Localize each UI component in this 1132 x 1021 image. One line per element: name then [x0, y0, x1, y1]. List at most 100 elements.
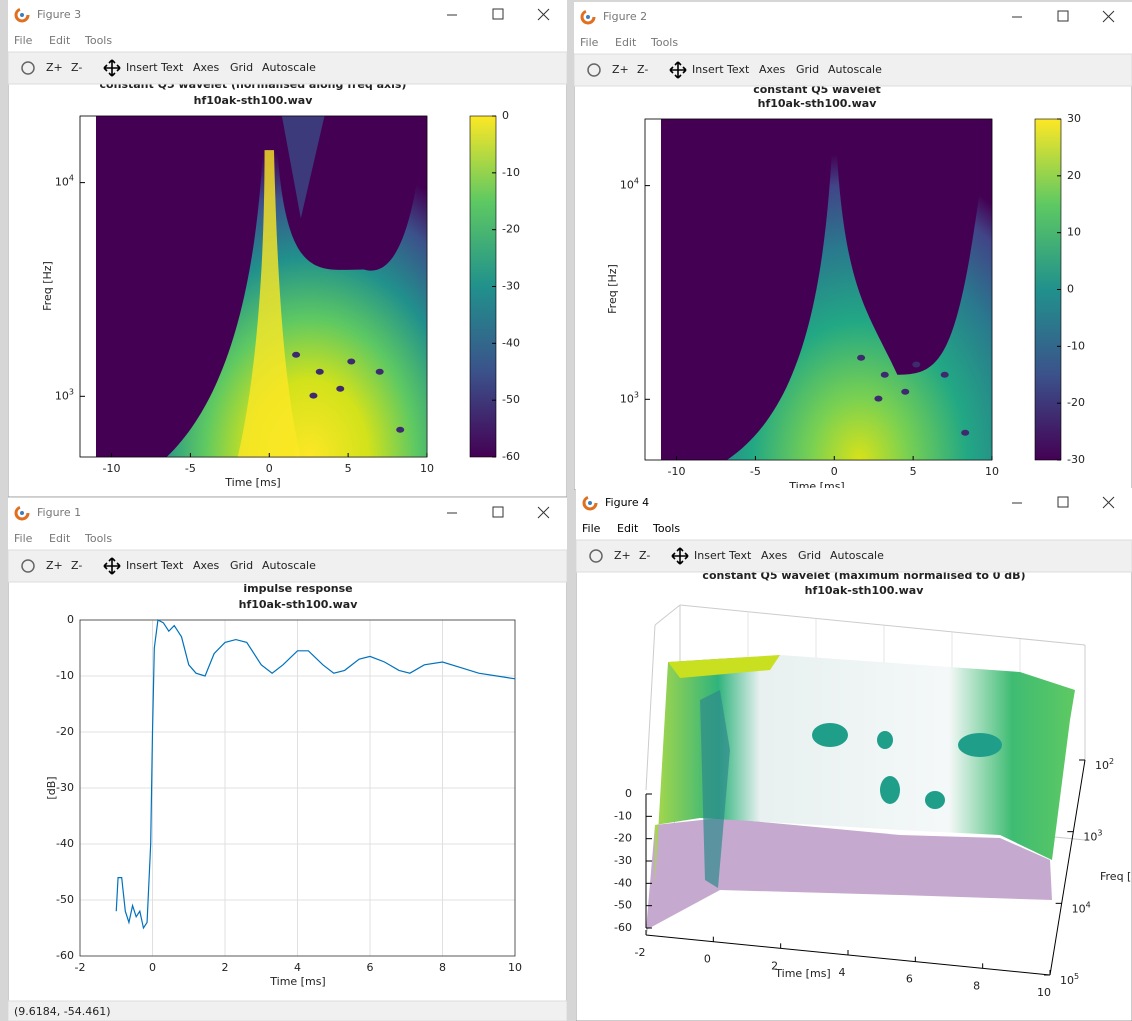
menu-bar [8, 30, 567, 52]
rotate-tool[interactable] [589, 549, 603, 563]
x-tick-label: 8 [439, 961, 446, 974]
colorbar-tick-label: -10 [1067, 339, 1085, 352]
tick-base: 10 [1083, 831, 1097, 844]
window-title: Figure 1 [37, 506, 81, 519]
toolbar-button[interactable]: Axes [759, 63, 785, 76]
close-button[interactable] [537, 506, 550, 519]
menu-item[interactable]: Tools [652, 522, 680, 535]
z-tick-label: -30 [614, 854, 632, 867]
menu-item[interactable]: File [582, 522, 601, 535]
toolbar-button[interactable]: Z+ [46, 559, 63, 572]
surface-top [668, 655, 780, 678]
pan-tool[interactable] [669, 61, 687, 79]
toolbar-button[interactable]: Insert Text [694, 549, 752, 562]
plot-area: -10-50510103104-60-50-40-30-20-100consta… [41, 78, 520, 489]
heatmap-ridge [166, 116, 427, 457]
menu-item[interactable]: File [14, 34, 33, 47]
x-tick-label: 5 [910, 465, 917, 478]
toolbar-button[interactable]: Insert Text [126, 61, 184, 74]
toolbar-button[interactable]: Z- [71, 559, 82, 572]
plot-area: -60-50-40-30-20-100-20246810102103104105… [614, 569, 1132, 999]
colorbar-tick-label: -60 [502, 450, 520, 463]
toolbar-button[interactable]: Grid [796, 63, 819, 76]
toolbar-button[interactable]: Autoscale [262, 61, 316, 74]
close-button[interactable] [1102, 10, 1115, 23]
box-edge [679, 604, 1086, 646]
heatmap-core [237, 150, 301, 457]
pan-tool[interactable] [671, 547, 689, 565]
tick-base: 10 [1072, 902, 1086, 915]
toolbar-button[interactable]: Z- [639, 549, 650, 562]
tick-label: 105 [1060, 972, 1079, 988]
tick-label: 103 [1083, 828, 1102, 844]
menu-item[interactable]: Edit [615, 36, 637, 49]
x-tick-label: 4 [294, 961, 301, 974]
toolbar-button[interactable]: Autoscale [262, 559, 316, 572]
maximize-button[interactable] [492, 506, 504, 518]
toolbar-button[interactable]: Grid [230, 559, 253, 572]
heatmap-ridge [727, 119, 992, 460]
rotate-tool[interactable] [587, 63, 601, 77]
menu-item[interactable]: Edit [49, 532, 71, 545]
tick-exp: 4 [634, 176, 639, 185]
toolbar-button[interactable]: Autoscale [828, 63, 882, 76]
y-axis-label: [dB] [45, 776, 58, 799]
toolbar-button[interactable]: Insert Text [126, 559, 184, 572]
plot-title: impulse response [243, 582, 352, 595]
toolbar-button[interactable]: Z+ [614, 549, 631, 562]
box-edge [654, 604, 681, 626]
menu-item[interactable]: Edit [617, 522, 639, 535]
menu-item[interactable]: File [14, 532, 33, 545]
x-tick-label: 0 [704, 953, 711, 966]
y-tick-label: 0 [67, 613, 74, 626]
maximize-button[interactable] [492, 8, 504, 20]
surface-blob [880, 776, 900, 804]
maximize-button[interactable] [1057, 10, 1069, 22]
toolbar-button[interactable]: Grid [230, 61, 253, 74]
toolbar-button[interactable]: Z- [71, 61, 82, 74]
x-tick-label: 0 [266, 462, 273, 475]
title-bar [574, 2, 1132, 32]
app-icon [14, 505, 30, 521]
close-button[interactable] [1102, 496, 1115, 509]
pan-tool[interactable] [103, 557, 121, 575]
x-tick-label: -2 [635, 946, 646, 959]
toolbar-button[interactable]: Z+ [46, 61, 63, 74]
heatmap-spot [292, 351, 301, 358]
app-icon [580, 9, 596, 25]
tick-base: 10 [55, 176, 69, 189]
y-axis-label: Freq [Hz] [41, 261, 54, 311]
plot-title: hf10ak-sth100.wav [805, 584, 925, 597]
surface-blob [812, 723, 848, 747]
toolbar-button[interactable]: Axes [761, 549, 787, 562]
menu-item[interactable]: Edit [49, 34, 71, 47]
close-button[interactable] [537, 8, 550, 21]
toolbar-button[interactable]: Grid [798, 549, 821, 562]
toolbar-button[interactable]: Axes [193, 559, 219, 572]
x-tick-label: 2 [222, 961, 229, 974]
rotate-tool[interactable] [21, 61, 35, 75]
pan-tool[interactable] [103, 59, 121, 77]
menu-item[interactable]: File [580, 36, 599, 49]
x-tick-label: 8 [973, 979, 980, 992]
toolbar-button[interactable]: Z- [637, 63, 648, 76]
app-icon [14, 7, 30, 23]
surface-blob [925, 791, 945, 809]
window-title: Figure 3 [37, 8, 81, 21]
tick-exp: 4 [1086, 900, 1091, 909]
surface-blob [877, 731, 893, 749]
toolbar-button[interactable]: Z+ [612, 63, 629, 76]
figure-window: -60-50-40-30-20-100-20246810102103104105… [576, 488, 1132, 1021]
rotate-tool[interactable] [21, 559, 35, 573]
maximize-button[interactable] [1057, 496, 1069, 508]
app-icon-dot [20, 13, 24, 17]
menu-item[interactable]: Tools [650, 36, 678, 49]
toolbar-button[interactable]: Autoscale [830, 549, 884, 562]
menu-item[interactable]: Tools [84, 532, 112, 545]
tick-label: 104 [55, 173, 74, 189]
colorbar-tick-label: -10 [502, 166, 520, 179]
toolbar-button[interactable]: Axes [193, 61, 219, 74]
menu-item[interactable]: Tools [84, 34, 112, 47]
toolbar-button[interactable]: Insert Text [692, 63, 750, 76]
x-tick-label: 4 [839, 966, 846, 979]
